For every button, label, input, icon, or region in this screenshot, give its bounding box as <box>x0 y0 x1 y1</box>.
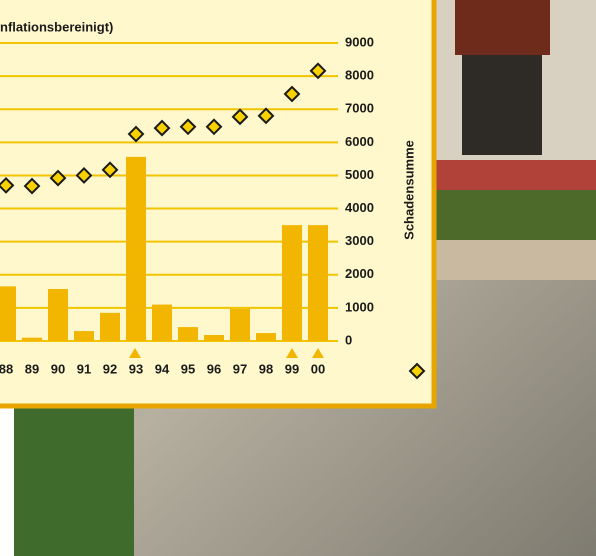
balcony <box>435 190 596 240</box>
bar <box>74 331 94 341</box>
bar <box>48 289 68 341</box>
bar <box>308 225 328 341</box>
x-tick-label: 97 <box>233 361 247 376</box>
y-tick-label: 3000 <box>345 233 374 248</box>
x-tick-label: 92 <box>103 361 117 376</box>
x-tick-label: 98 <box>259 361 273 376</box>
bar <box>100 313 120 341</box>
bar <box>22 338 42 341</box>
x-tick-label: 94 <box>155 361 170 376</box>
y-tick-label: 6000 <box>345 134 374 149</box>
x-tick-label: 96 <box>207 361 221 376</box>
bush <box>14 400 134 556</box>
bar <box>204 335 224 341</box>
chart: nflationsbereinigt) Schadensumme 0 1000 20… <box>0 0 596 556</box>
x-tick-label: 93 <box>129 361 143 376</box>
house-beams <box>455 0 550 55</box>
x-tick-label: 99 <box>285 361 299 376</box>
window <box>462 55 542 155</box>
bar <box>152 305 172 341</box>
y-tick-label: 0 <box>345 332 352 347</box>
y-tick-label: 4000 <box>345 200 374 215</box>
x-tick-label: 88 <box>0 361 13 376</box>
page: {"chart_data": {"type": "bar", "title": … <box>0 0 596 556</box>
house-base <box>435 240 596 280</box>
bar <box>282 225 302 341</box>
bar <box>178 327 198 341</box>
bar <box>126 157 146 341</box>
y-tick-label: 9000 <box>345 34 374 49</box>
white-panel <box>0 408 14 556</box>
y-tick-label: 7000 <box>345 101 374 116</box>
y-tick-label: 5000 <box>345 167 374 182</box>
y-tick-label: 2000 <box>345 266 374 281</box>
chart-title: nflationsbereinigt) <box>0 19 113 34</box>
y-tick-label: 1000 <box>345 299 374 314</box>
x-tick-label: 95 <box>181 361 195 376</box>
x-tick-label: 90 <box>51 361 65 376</box>
x-tick-label: 89 <box>25 361 39 376</box>
bar <box>256 333 276 341</box>
x-tick-label: 91 <box>77 361 91 376</box>
y-tick-label: 8000 <box>345 68 374 83</box>
y-axis-title: Schadensumme <box>401 140 416 240</box>
bar <box>230 309 250 341</box>
bar <box>0 286 16 341</box>
x-tick-label: 00 <box>311 361 325 376</box>
